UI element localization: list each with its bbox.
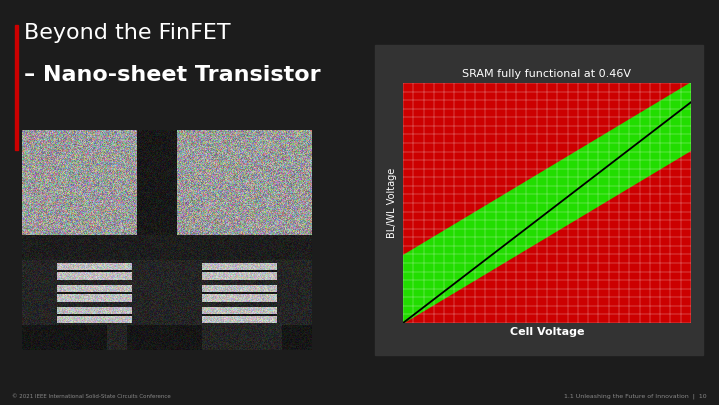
Text: BL/WL Voltage: BL/WL Voltage — [387, 168, 397, 238]
Text: – Nano-sheet Transistor: – Nano-sheet Transistor — [24, 65, 321, 85]
Text: Beyond the FinFET: Beyond the FinFET — [24, 23, 231, 43]
Text: © 2021 IEEE International Solid-State Circuits Conference: © 2021 IEEE International Solid-State Ci… — [12, 394, 170, 399]
Text: Cell Voltage: Cell Voltage — [510, 327, 585, 337]
Bar — [15, 25, 18, 150]
Text: 1.1 Unleashing the Future of Innovation  |  10: 1.1 Unleashing the Future of Innovation … — [564, 394, 707, 399]
Polygon shape — [403, 83, 691, 323]
Text: SRAM fully functional at 0.46V: SRAM fully functional at 0.46V — [462, 69, 631, 79]
Bar — [375, 45, 703, 355]
